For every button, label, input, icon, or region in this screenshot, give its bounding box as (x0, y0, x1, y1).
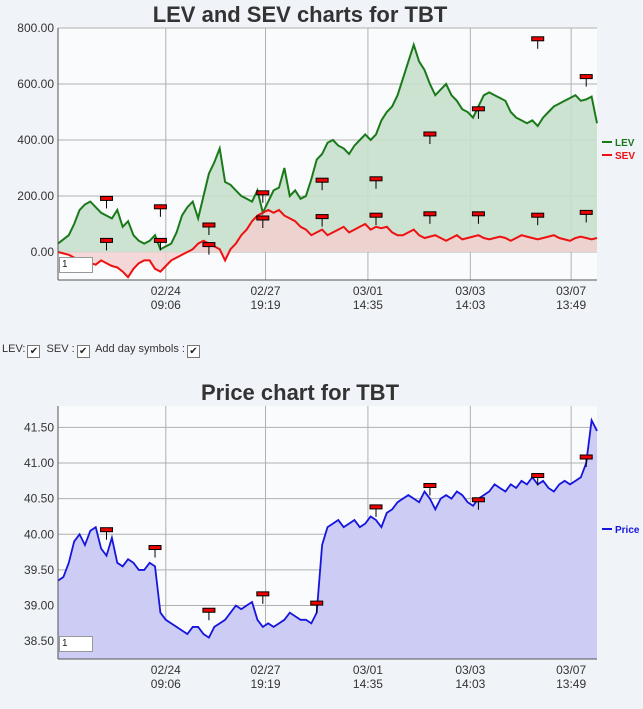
day-symbols-toggle[interactable]: Add day symbols : ✔ (95, 343, 200, 358)
legend-lev-label: LEV (615, 138, 635, 149)
sev-toggle[interactable]: SEV : ✔ (46, 343, 90, 358)
day-symbols-label: Add day symbols : (95, 343, 185, 355)
sev-day-symbol (256, 215, 270, 221)
price-day-symbol (369, 504, 383, 510)
x-tick-time: 19:19 (250, 298, 280, 312)
lev-sev-range-input[interactable]: 1 (59, 257, 93, 273)
x-tick-time: 13:49 (556, 298, 586, 312)
y-tick-label: 800.00 (17, 21, 54, 35)
sev-day-symbol (531, 212, 545, 218)
x-tick-date: 03/07 (556, 663, 586, 677)
lev-sev-chart-title: LEV and SEV charts for TBT (152, 2, 448, 27)
lev-toggle-label: LEV: (2, 343, 26, 355)
sev-line (57, 208, 598, 279)
y-tick-label: 41.00 (24, 456, 54, 470)
y-tick-label: 40.00 (24, 527, 54, 541)
lev-checkbox[interactable]: ✔ (27, 345, 41, 358)
price-day-symbol (202, 607, 216, 613)
y-tick-label: 41.50 (24, 420, 54, 434)
x-tick-date: 02/27 (250, 284, 280, 298)
sev-day-symbol (423, 211, 437, 217)
price-day-symbol (423, 483, 437, 489)
lev-toggle[interactable]: LEV: ✔ (2, 343, 41, 358)
lev-day-symbol (579, 74, 593, 80)
y-tick-label: 400.00 (17, 133, 54, 147)
lev-day-symbol (100, 195, 114, 201)
lev-day-symbol (471, 106, 485, 112)
y-tick-label: 200.00 (17, 189, 54, 203)
price-range-input[interactable]: 1 (59, 636, 93, 652)
price-day-symbol (310, 600, 324, 606)
x-tick-time: 19:19 (250, 677, 280, 691)
y-tick-label: 0.00 (31, 245, 55, 259)
y-tick-label: 39.50 (24, 563, 54, 577)
series-toggle-controls: LEV: ✔ SEV : ✔ Add day symbols : ✔ (2, 343, 203, 358)
x-tick-time: 14:35 (353, 298, 383, 312)
sev-toggle-label: SEV : (46, 343, 75, 355)
day-symbols-checkbox[interactable]: ✔ (186, 345, 200, 358)
x-tick-date: 03/03 (455, 663, 485, 677)
sev-checkbox[interactable]: ✔ (76, 345, 90, 358)
lev-day-symbol (531, 36, 545, 42)
x-tick-date: 03/01 (353, 663, 383, 677)
x-tick-date: 03/03 (455, 284, 485, 298)
y-tick-label: 40.50 (24, 492, 54, 506)
x-tick-date: 02/24 (151, 663, 181, 677)
price-day-symbol (471, 497, 485, 503)
lev-day-symbol (423, 131, 437, 137)
x-tick-time: 13:49 (556, 677, 586, 691)
price-day-symbol (531, 473, 545, 479)
x-tick-date: 02/24 (151, 284, 181, 298)
x-tick-time: 09:06 (151, 298, 181, 312)
x-tick-date: 03/07 (556, 284, 586, 298)
x-tick-time: 14:03 (455, 677, 485, 691)
y-tick-label: 39.00 (24, 599, 54, 613)
y-tick-label: 38.50 (24, 634, 54, 648)
price-area (58, 420, 597, 659)
lev-day-symbol (153, 204, 167, 210)
lev-line (57, 41, 598, 251)
x-tick-date: 02/27 (250, 663, 280, 677)
sev-day-symbol (471, 211, 485, 217)
lev-day-symbol (256, 190, 270, 196)
x-tick-date: 03/01 (353, 284, 383, 298)
lev-day-symbol (369, 176, 383, 182)
price-day-symbol (100, 527, 114, 533)
price-day-symbol (579, 454, 593, 460)
price-line (57, 417, 598, 639)
sev-day-symbol (202, 242, 216, 248)
x-tick-time: 14:03 (455, 298, 485, 312)
lev-area (58, 44, 597, 252)
sev-area (58, 210, 597, 278)
sev-day-symbol (100, 237, 114, 243)
x-tick-time: 14:35 (353, 677, 383, 691)
sev-day-symbol (153, 237, 167, 243)
price-day-symbol (256, 591, 270, 597)
lev-day-symbol (202, 222, 216, 228)
legend-sev-label: SEV (615, 151, 635, 162)
price-day-symbol (148, 545, 162, 551)
price-chart: 41.50 41.00 40.50 40.00 39.50 39.00 38.50 02/24… (24, 406, 640, 691)
y-tick-label: 600.00 (17, 77, 54, 91)
sev-day-symbol (315, 214, 329, 220)
price-chart-title: Price chart for TBT (200, 380, 400, 405)
lev-day-symbol (315, 177, 329, 183)
legend-price-label: Price (615, 525, 640, 536)
sev-day-symbol (579, 209, 593, 215)
sev-day-symbol (369, 212, 383, 218)
x-tick-time: 09:06 (151, 677, 181, 691)
